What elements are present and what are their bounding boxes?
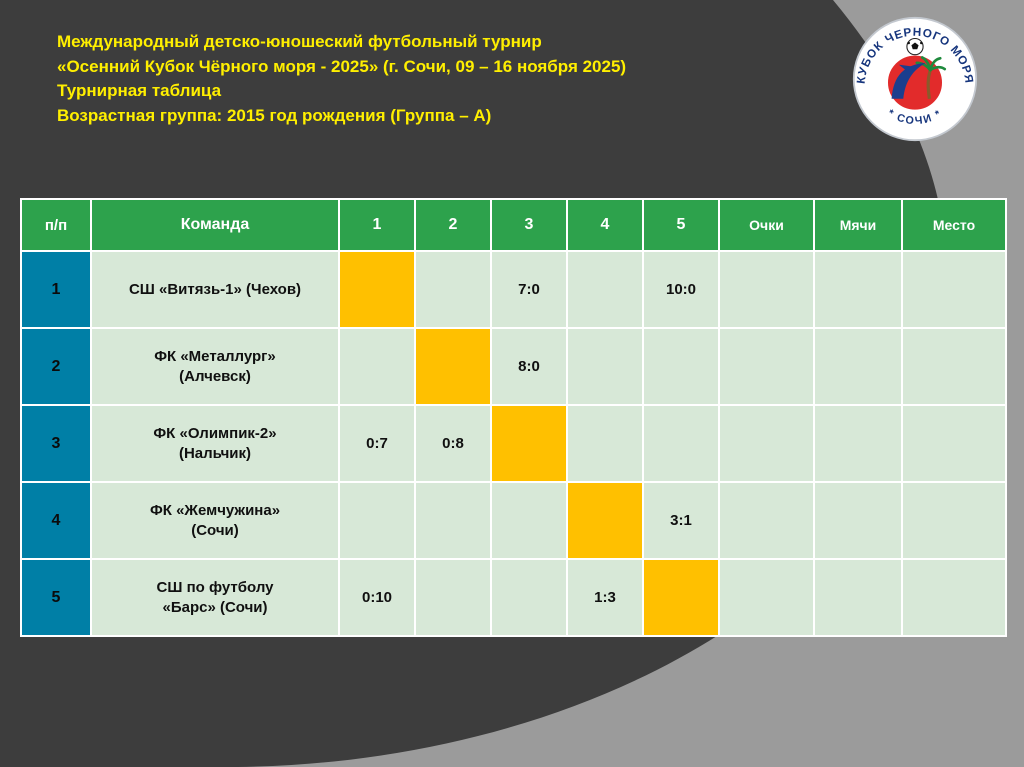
standings-table: п/п Команда 1 2 3 4 5 Очки Мячи Место 1 … [20, 198, 1007, 637]
header-cell-pp: п/п [20, 198, 92, 252]
table-row: 4 ФК «Жемчужина» (Сочи) 3:1 [20, 481, 1007, 560]
goals-cell [813, 250, 903, 329]
match-score-cell-self [566, 481, 644, 560]
match-score-cell [414, 250, 492, 329]
match-score-cell [490, 481, 568, 560]
title-line-4: Возрастная группа: 2015 год рождения (Гр… [57, 105, 492, 125]
header-cell-round-2: 2 [414, 198, 492, 252]
header-cell-place: Место [901, 198, 1007, 252]
soccer-ball-dot [920, 41, 923, 45]
match-score-cell: 1:3 [566, 558, 644, 637]
header-cell-round-5: 5 [642, 198, 720, 252]
place-cell [901, 558, 1007, 637]
place-cell [901, 404, 1007, 483]
match-score-cell: 0:7 [338, 404, 416, 483]
points-cell [718, 481, 815, 560]
match-score-cell [566, 327, 644, 406]
table-row: 3 ФК «Олимпик-2» (Нальчик) 0:7 0:8 [20, 404, 1007, 483]
row-number-cell: 3 [20, 404, 92, 483]
place-cell [901, 250, 1007, 329]
header-cell-round-4: 4 [566, 198, 644, 252]
title-line-3: Турнирная таблица [57, 81, 222, 100]
place-cell [901, 327, 1007, 406]
table-row: 1 СШ «Витязь-1» (Чехов) 7:0 10:0 [20, 250, 1007, 329]
palm-leaves-icon [915, 56, 947, 72]
match-score-cell [566, 250, 644, 329]
table-row: 5 СШ по футболу «Барс» (Сочи) 0:10 1:3 [20, 558, 1007, 637]
slide-title: Международный детско-юношеский футбольны… [57, 30, 626, 128]
row-number-cell: 2 [20, 327, 92, 406]
row-number-cell: 5 [20, 558, 92, 637]
soccer-ball-dot [907, 41, 910, 45]
place-cell [901, 481, 1007, 560]
soccer-ball-pattern [911, 42, 919, 50]
match-score-cell [338, 481, 416, 560]
match-score-cell: 3:1 [642, 481, 720, 560]
match-score-cell-self [490, 404, 568, 483]
match-score-cell-self [642, 558, 720, 637]
header-cell-points: Очки [718, 198, 815, 252]
match-score-cell: 0:8 [414, 404, 492, 483]
match-score-cell: 10:0 [642, 250, 720, 329]
row-number-cell: 4 [20, 481, 92, 560]
team-name-cell: СШ «Витязь-1» (Чехов) [90, 250, 340, 329]
match-score-cell: 7:0 [490, 250, 568, 329]
header-cell-goals: Мячи [813, 198, 903, 252]
team-name-cell: ФК «Жемчужина» (Сочи) [90, 481, 340, 560]
goals-cell [813, 404, 903, 483]
tournament-logo-emblem: КУБОК ЧЕРНОГО МОРЯ * СОЧИ * [852, 16, 978, 142]
row-number-cell: 1 [20, 250, 92, 329]
goals-cell [813, 327, 903, 406]
team-name-cell: СШ по футболу «Барс» (Сочи) [90, 558, 340, 637]
team-name-cell: ФК «Металлург» (Алчевск) [90, 327, 340, 406]
header-cell-team: Команда [90, 198, 340, 252]
table-row: 2 ФК «Металлург» (Алчевск) 8:0 [20, 327, 1007, 406]
match-score-cell [642, 327, 720, 406]
goals-cell [813, 481, 903, 560]
match-score-cell: 0:10 [338, 558, 416, 637]
dolphin-fin-icon [898, 64, 912, 72]
match-score-cell [490, 558, 568, 637]
match-score-cell [414, 558, 492, 637]
points-cell [718, 404, 815, 483]
table-header-row: п/п Команда 1 2 3 4 5 Очки Мячи Место [20, 198, 1007, 252]
points-cell [718, 558, 815, 637]
header-cell-round-3: 3 [490, 198, 568, 252]
match-score-cell [338, 327, 416, 406]
title-line-2: «Осенний Кубок Чёрного моря - 2025» (г. … [57, 56, 627, 76]
team-name-cell: ФК «Олимпик-2» (Нальчик) [90, 404, 340, 483]
match-score-cell [642, 404, 720, 483]
points-cell [718, 250, 815, 329]
match-score-cell: 8:0 [490, 327, 568, 406]
match-score-cell [414, 481, 492, 560]
palm-trunk-icon [926, 69, 932, 100]
tournament-logo: КУБОК ЧЕРНОГО МОРЯ * СОЧИ * [852, 16, 978, 142]
points-cell [718, 327, 815, 406]
match-score-cell-self [414, 327, 492, 406]
goals-cell [813, 558, 903, 637]
dolphin-icon [891, 62, 926, 99]
title-line-1: Международный детско-юношеский футбольны… [57, 32, 542, 51]
header-cell-round-1: 1 [338, 198, 416, 252]
match-score-cell [566, 404, 644, 483]
match-score-cell-self [338, 250, 416, 329]
